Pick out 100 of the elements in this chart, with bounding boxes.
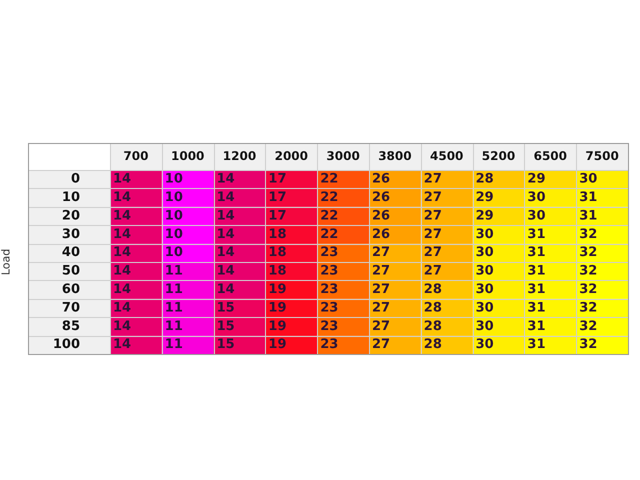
data-label: 22	[320, 226, 338, 242]
x-tick-label: 6500	[534, 148, 568, 163]
data-label: 19	[268, 282, 286, 297]
data-label: 14	[113, 226, 132, 242]
data-label: 15	[216, 318, 235, 334]
x-tick-label: 1000	[170, 148, 204, 163]
data-label: 28	[424, 282, 442, 297]
data-label: 23	[320, 264, 338, 279]
y-tick-label: 50	[62, 264, 80, 279]
data-label: 15	[216, 300, 235, 316]
data-label: 32	[579, 245, 598, 260]
data-label: 17	[268, 172, 286, 187]
x-tick-label: 4500	[430, 148, 464, 163]
data-label: 11	[164, 300, 183, 316]
x-tick-label: 3000	[326, 148, 360, 163]
data-label: 32	[579, 264, 598, 279]
data-label: 31	[527, 226, 546, 242]
data-label: 14	[113, 264, 132, 279]
data-label: 23	[320, 282, 338, 297]
data-label: 14	[216, 172, 235, 187]
data-label: 30	[476, 264, 494, 279]
data-label: 27	[424, 245, 442, 260]
y-tick-label: 60	[62, 282, 80, 297]
data-label: 18	[268, 264, 286, 279]
data-label: 31	[527, 245, 546, 260]
data-label: 28	[424, 337, 442, 352]
data-label: 32	[579, 226, 598, 242]
data-label: 19	[268, 300, 286, 316]
y-tick-label: 10	[62, 190, 80, 205]
data-label: 27	[424, 226, 442, 242]
data-label: 32	[579, 318, 598, 334]
data-label: 14	[216, 264, 235, 279]
y-tick-label: 70	[62, 300, 80, 316]
data-label: 14	[113, 300, 132, 316]
data-label: 17	[268, 208, 286, 224]
data-label: 30	[476, 245, 494, 260]
data-label: 23	[320, 300, 338, 316]
y-tick-label: 20	[62, 208, 80, 224]
data-label: 10	[164, 245, 183, 260]
data-label: 14	[113, 245, 132, 260]
data-label: 19	[268, 337, 286, 352]
data-label: 30	[527, 190, 546, 205]
data-label: 22	[320, 172, 338, 187]
data-label: 14	[216, 226, 235, 242]
y-tick-label: 0	[70, 172, 80, 187]
data-label: 11	[164, 282, 183, 297]
data-label: 29	[476, 190, 494, 205]
data-label: 26	[372, 226, 390, 242]
data-label: 30	[476, 337, 494, 352]
data-label: 32	[579, 282, 598, 297]
data-label: 28	[424, 318, 442, 334]
data-label: 32	[579, 337, 598, 352]
data-label: 27	[372, 318, 390, 334]
data-label: 29	[476, 208, 494, 224]
x-tick-label: 5200	[482, 148, 516, 163]
data-label: 28	[476, 172, 494, 187]
data-label: 14	[216, 190, 235, 205]
data-label: 18	[268, 245, 286, 260]
data-label: 27	[424, 264, 442, 279]
y-tick-label: 100	[52, 337, 80, 352]
data-label: 32	[579, 300, 598, 316]
data-label: 14	[216, 208, 235, 224]
data-label: 29	[527, 172, 546, 187]
data-label: 10	[164, 172, 183, 187]
data-label: 31	[527, 300, 546, 316]
y-tick-label: 85	[62, 318, 80, 334]
data-label: 27	[372, 264, 390, 279]
data-label: 23	[320, 318, 338, 334]
data-label: 10	[164, 190, 183, 205]
data-label: 11	[164, 264, 183, 279]
data-label: 10	[164, 208, 183, 224]
data-label: 30	[476, 318, 494, 334]
data-label: 26	[372, 172, 390, 187]
data-label: 31	[527, 318, 546, 334]
data-label: 31	[579, 208, 598, 224]
data-label: 31	[527, 264, 546, 279]
data-label: 17	[268, 190, 286, 205]
data-label: 27	[424, 190, 442, 205]
data-label: 31	[527, 282, 546, 297]
data-label: 23	[320, 337, 338, 352]
data-label: 26	[372, 190, 390, 205]
x-tick-label: 3800	[378, 148, 412, 163]
data-label: 30	[527, 208, 546, 224]
data-label: 14	[113, 208, 132, 224]
data-label: 31	[579, 190, 598, 205]
x-tick-label: 7500	[585, 148, 619, 163]
data-label: 26	[372, 208, 390, 224]
data-label: 27	[372, 245, 390, 260]
data-label: 14	[113, 337, 132, 352]
data-label: 22	[320, 190, 338, 205]
data-label: 27	[372, 300, 390, 316]
y-axis-title: Load	[0, 248, 12, 276]
data-label: 31	[527, 337, 546, 352]
data-label: 27	[424, 172, 442, 187]
data-label: 11	[164, 318, 183, 334]
x-tick-label: 1200	[222, 148, 256, 163]
data-label: 22	[320, 208, 338, 224]
y-tick-label: 30	[62, 226, 80, 242]
data-label: 27	[372, 337, 390, 352]
data-label: 14	[113, 190, 132, 205]
